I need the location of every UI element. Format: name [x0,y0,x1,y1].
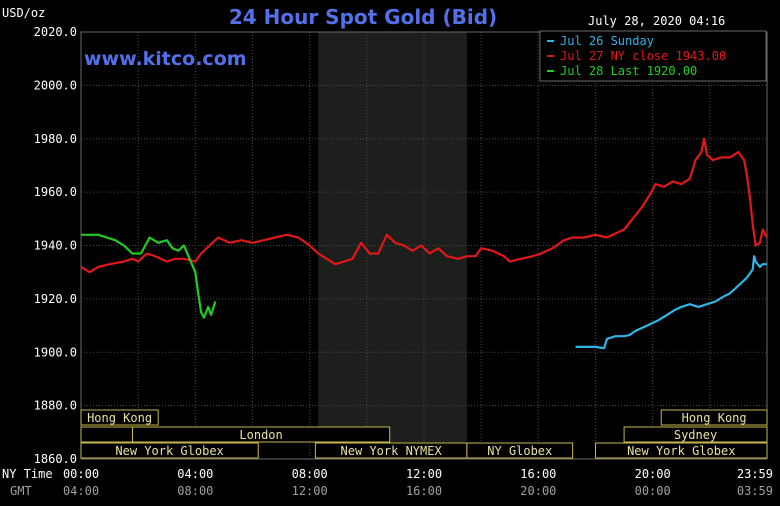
gmt-label: GMT [10,484,32,498]
y-tick-label: 1940.0 [34,239,77,253]
timestamp: July 28, 2020 04:16 [588,14,725,28]
y-tick-label: 1960.0 [34,185,77,199]
session-label: Hong Kong [87,411,152,425]
y-tick-label: 1900.0 [34,345,77,359]
session-label: London [239,428,282,442]
ny-tick-label: 20:00 [635,467,671,481]
y-axis-labels: 1860.0 1880.0 1900.0 1920.0 1940.0 1960.0 1980… [34,25,77,466]
y-tick-label: 1860.0 [34,452,77,466]
x-axis-labels: 00:00 04:00 04:00 08:00 08:00 12:00 12:00 16:00… [63,467,773,498]
shaded-session-region [318,32,467,459]
session-label: New York NYMEX [341,444,443,458]
ny-time-label: NY Time [2,467,53,481]
chart-title: 24 Hour Spot Gold (Bid) [229,5,497,29]
y-tick-label: 1980.0 [34,132,77,146]
series-line-3 [81,233,217,319]
legend-label: Jul 27 NY close 1943.00 [560,49,726,63]
session-bar [623,426,768,443]
gmt-tick-label: 03:59 [737,484,773,498]
session-bar [466,442,574,459]
session-bars: Hong Kong Hong Kong London Sydney New York G… [80,409,768,459]
session-bar [80,442,259,459]
session-label: NY Globex [487,444,552,458]
ny-tick-label: 16:00 [520,467,556,481]
session-bar [595,442,768,459]
session-bar [80,409,159,426]
website-link[interactable]: www.kitco.com [84,48,247,70]
y-tick-label: 2000.0 [34,78,77,92]
series-line-1 [575,255,767,350]
gmt-tick-label: 08:00 [177,484,213,498]
session-label: New York Globex [115,444,223,458]
gmt-tick-label: 00:00 [635,484,671,498]
session-bar [660,409,768,426]
gmt-tick-label: 16:00 [406,484,442,498]
ny-tick-label: 00:00 [63,467,99,481]
legend-label: Jul 28 Last 1920.00 [560,64,697,78]
series-line-2 [80,137,768,274]
y-tick-label: 1880.0 [34,399,77,413]
series-lines [80,137,768,350]
plot-border [80,31,768,460]
y-tick-label: 1920.0 [34,292,77,306]
ny-tick-label: 12:00 [406,467,442,481]
y-tick-label: 2020.0 [34,25,77,39]
ny-tick-label: 23:59 [737,467,773,481]
ny-tick-label: 04:00 [177,467,213,481]
session-bar [80,426,133,443]
session-label: Sydney [674,428,717,442]
session-label: Hong Kong [682,411,747,425]
y-axis-unit: USD/oz [2,6,45,20]
legend-label: Jul 26 Sunday [560,34,654,48]
gmt-tick-label: 04:00 [63,484,99,498]
legend-box [539,30,767,82]
gmt-tick-label: 20:00 [520,484,556,498]
gmt-tick-label: 12:00 [292,484,328,498]
session-label: New York Globex [627,444,735,458]
ny-tick-label: 08:00 [292,467,328,481]
